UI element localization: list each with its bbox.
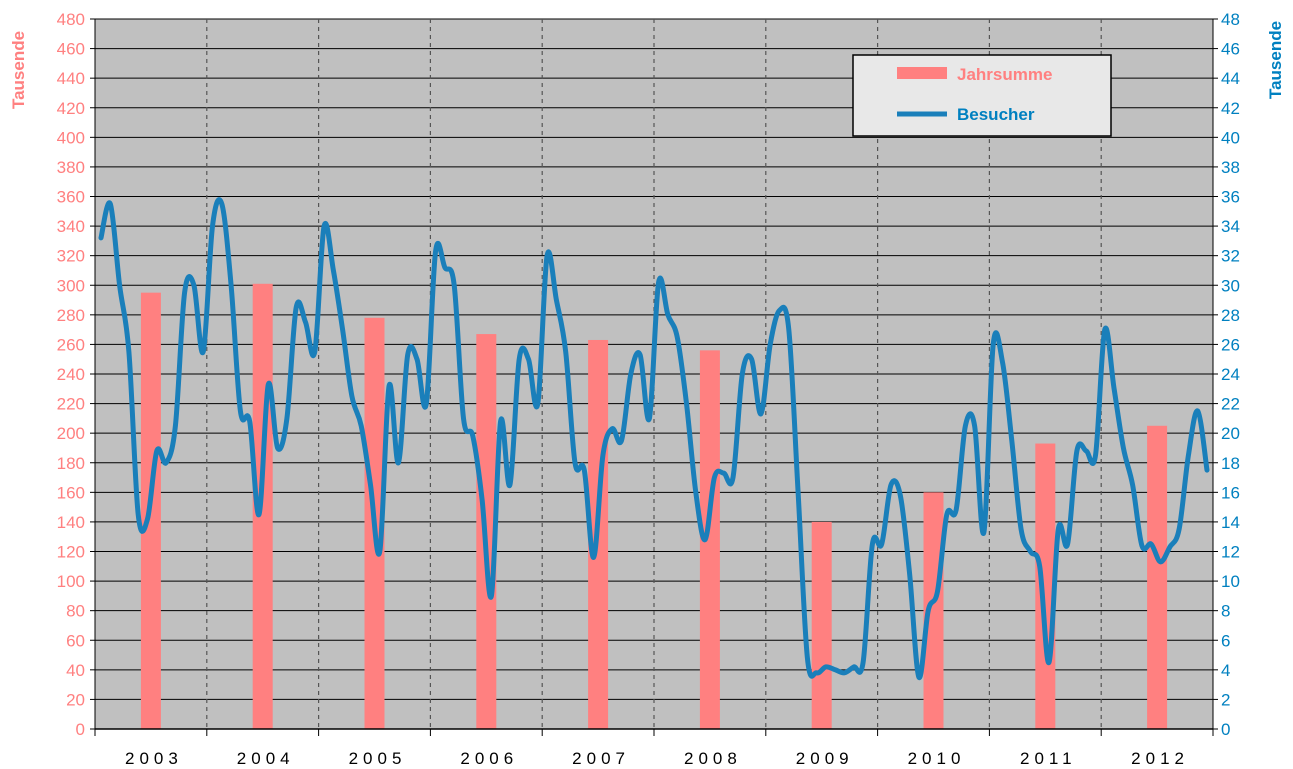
x-tick-label: 2004	[237, 749, 295, 768]
left-tick-label: 180	[57, 454, 85, 473]
bar-jahrsumme	[699, 350, 720, 729]
left-tick-label: 440	[57, 69, 85, 88]
legend-label-jahrsumme: Jahrsumme	[957, 65, 1052, 84]
right-tick-label: 8	[1221, 602, 1230, 621]
right-tick-label: 36	[1221, 188, 1240, 207]
left-tick-label: 20	[66, 690, 85, 709]
left-tick-label: 360	[57, 188, 85, 207]
x-tick-label: 2006	[460, 749, 518, 768]
right-tick-label: 18	[1221, 454, 1240, 473]
left-tick-label: 320	[57, 247, 85, 266]
legend: Jahrsumme Besucher	[852, 54, 1112, 137]
right-tick-label: 4	[1221, 661, 1230, 680]
right-axis-title: Tausende	[1266, 21, 1285, 99]
left-tick-label: 260	[57, 335, 85, 354]
x-tick-label: 2003	[125, 749, 183, 768]
besucher-line	[98, 197, 1210, 680]
left-tick-label: 0	[76, 720, 85, 739]
right-tick-label: 6	[1221, 631, 1230, 650]
x-axis-ticks: 2003 2004 2005 2006 2007 2008 2009 2010 2011 2012	[94, 729, 1214, 768]
left-tick-label: 460	[57, 40, 85, 59]
right-tick-label: 14	[1221, 513, 1240, 532]
x-tick-label: 2007	[572, 749, 630, 768]
left-tick-label: 200	[57, 424, 85, 443]
right-tick-label: 2	[1221, 690, 1230, 709]
right-tick-label: 28	[1221, 306, 1240, 325]
x-tick-label: 2012	[1131, 749, 1189, 768]
right-tick-label: 48	[1221, 10, 1240, 29]
left-tick-label: 80	[66, 602, 85, 621]
right-axis-ticks: 0246810121416182022242628303234363840424…	[1213, 10, 1240, 739]
right-tick-label: 44	[1221, 69, 1240, 88]
left-tick-label: 100	[57, 572, 85, 591]
x-tick-label: 2011	[1020, 749, 1077, 768]
right-tick-label: 20	[1221, 424, 1240, 443]
x-tick-label: 2005	[349, 749, 407, 768]
right-tick-label: 42	[1221, 99, 1240, 118]
left-tick-label: 220	[57, 395, 85, 414]
right-tick-label: 46	[1221, 40, 1240, 59]
left-tick-label: 140	[57, 513, 85, 532]
left-tick-label: 300	[57, 276, 85, 295]
left-axis-title: Tausende	[9, 31, 28, 109]
right-tick-label: 16	[1221, 483, 1240, 502]
left-tick-label: 160	[57, 483, 85, 502]
left-tick-label: 420	[57, 99, 85, 118]
left-tick-label: 340	[57, 217, 85, 236]
legend-swatch-jahrsumme	[897, 67, 947, 79]
right-tick-label: 26	[1221, 335, 1240, 354]
left-tick-label: 240	[57, 365, 85, 384]
right-tick-label: 24	[1221, 365, 1240, 384]
left-tick-label: 380	[57, 158, 85, 177]
left-tick-label: 400	[57, 128, 85, 147]
left-tick-label: 120	[57, 543, 85, 562]
right-tick-label: 30	[1221, 276, 1240, 295]
left-axis-ticks: 0 20 40 60 80 100 120 140 160 180 200 220 240 260 280 3…	[57, 10, 95, 739]
x-tick-label: 2010	[908, 749, 966, 768]
right-tick-label: 10	[1221, 572, 1240, 591]
x-tick-label: 2009	[796, 749, 854, 768]
right-tick-label: 38	[1221, 158, 1240, 177]
bar-jahrsumme	[811, 521, 832, 729]
right-tick-label: 32	[1221, 247, 1240, 266]
left-tick-label: 60	[66, 631, 85, 650]
bar-jahrsumme	[923, 492, 944, 729]
legend-label-besucher: Besucher	[957, 105, 1035, 124]
left-tick-label: 40	[66, 661, 85, 680]
x-tick-label: 2008	[684, 749, 742, 768]
legend-box	[852, 54, 1112, 137]
right-tick-label: 0	[1221, 720, 1230, 739]
right-tick-label: 12	[1221, 543, 1240, 562]
right-tick-label: 34	[1221, 217, 1240, 236]
left-tick-label: 480	[57, 10, 85, 29]
right-tick-label: 22	[1221, 395, 1240, 414]
bar-jahrsumme	[1147, 425, 1168, 729]
right-tick-label: 40	[1221, 128, 1240, 147]
left-tick-label: 280	[57, 306, 85, 325]
